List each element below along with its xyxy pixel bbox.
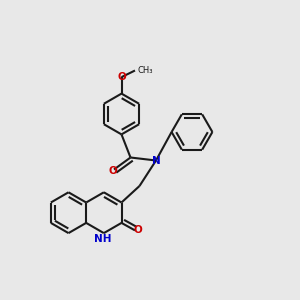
Text: NH: NH bbox=[94, 233, 111, 244]
Text: O: O bbox=[134, 225, 142, 236]
Text: N: N bbox=[152, 155, 160, 166]
Text: O: O bbox=[117, 72, 126, 82]
Text: CH₃: CH₃ bbox=[138, 66, 154, 75]
Text: O: O bbox=[108, 166, 117, 176]
